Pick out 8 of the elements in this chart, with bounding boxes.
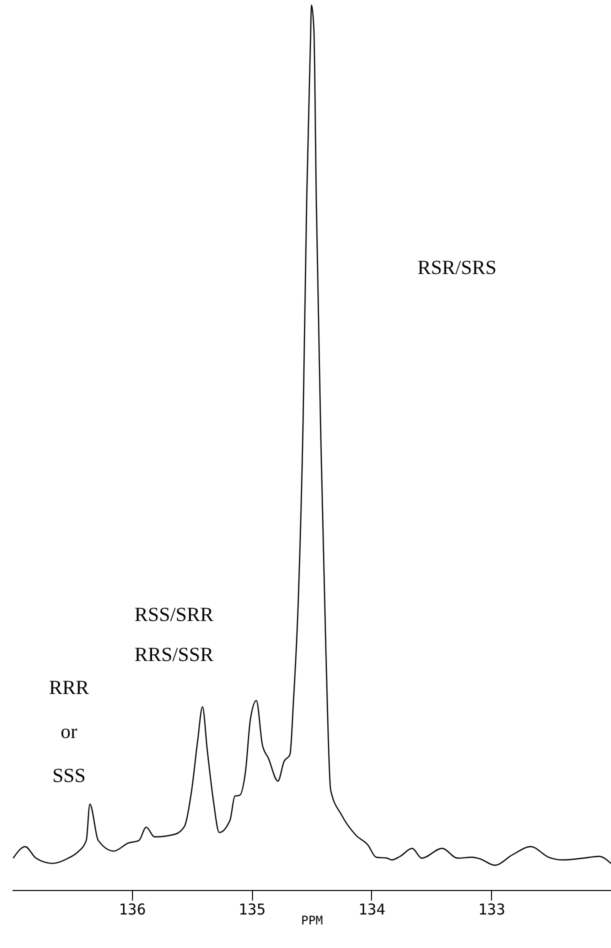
x-tick-label: 135	[238, 900, 266, 918]
x-tick-label: 133	[478, 900, 506, 918]
annotation: RSS/SRR RRS/SSR	[134, 604, 214, 666]
annotation: RRR or SSS	[48, 677, 90, 787]
x-tick-label: 134	[358, 900, 386, 918]
x-axis-title: PPM	[301, 914, 323, 928]
annotation: RSR/SRS	[418, 257, 496, 279]
x-tick-label: 136	[118, 900, 146, 918]
